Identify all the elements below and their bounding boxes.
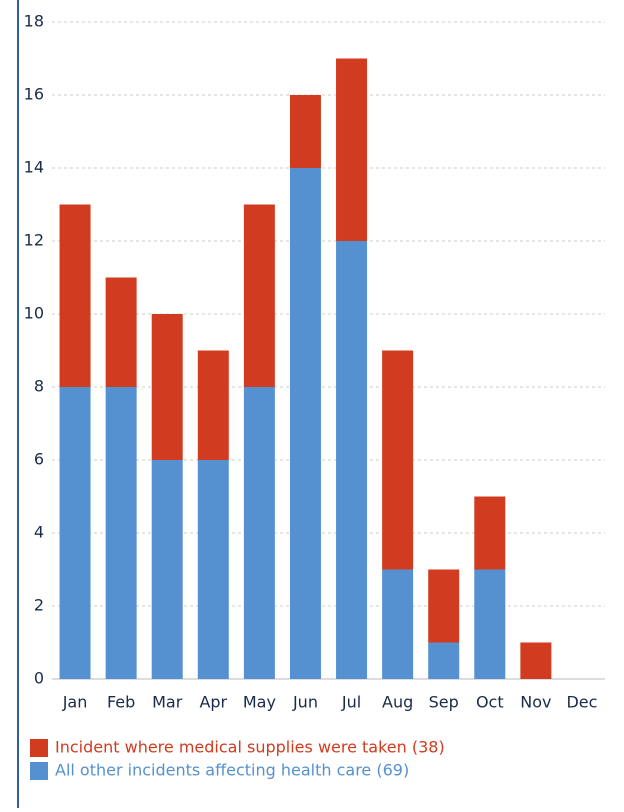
x-tick-label: Sep [429,693,459,712]
x-tick-label: Jul [341,693,361,712]
x-tick-label: Jan [62,693,88,712]
bar-segment [151,314,183,460]
bar-segment [59,387,91,679]
bar-segment [59,204,91,387]
y-tick-label: 16 [24,85,44,104]
y-tick-label: 0 [34,669,44,688]
bar-segment [382,350,414,570]
x-tick-label: Mar [152,693,183,712]
legend-label: Incident where medical supplies were tak… [55,738,445,757]
y-tick-label: 14 [24,158,44,177]
legend-swatch [30,739,48,757]
y-tick-label: 2 [34,596,44,615]
bar-segment [520,642,552,679]
bar-segment [336,58,368,241]
x-tick-label: May [243,693,276,712]
bar-segment [474,496,506,570]
y-tick-label: 18 [24,12,44,31]
bar-segment [382,569,414,679]
x-tick-label: Oct [476,693,504,712]
bar-segment [243,387,275,679]
y-tick-label: 4 [34,523,44,542]
legend-label: All other incidents affecting health car… [55,761,409,780]
bar-segment [105,277,137,387]
bar-segment [197,460,229,679]
y-tick-label: 6 [34,450,44,469]
bar-segment [243,204,275,387]
bar-segment [151,460,183,679]
legend-swatch [30,762,48,780]
x-tick-label: Apr [199,693,227,712]
bar-segment [474,569,506,679]
x-tick-label: Feb [107,693,135,712]
bar-segment [289,168,321,679]
bar-segment [289,95,321,168]
bar-segment [336,241,368,679]
x-tick-label: Dec [566,693,597,712]
bar-segment [428,569,460,643]
x-tick-label: Nov [520,693,551,712]
y-tick-label: 12 [24,231,44,250]
x-tick-label: Aug [382,693,413,712]
bar-segment [428,642,460,679]
bar-segment [105,387,137,679]
bar-segment [197,350,229,460]
y-tick-label: 10 [24,304,44,323]
y-tick-label: 8 [34,377,44,396]
x-tick-label: Jun [292,693,318,712]
